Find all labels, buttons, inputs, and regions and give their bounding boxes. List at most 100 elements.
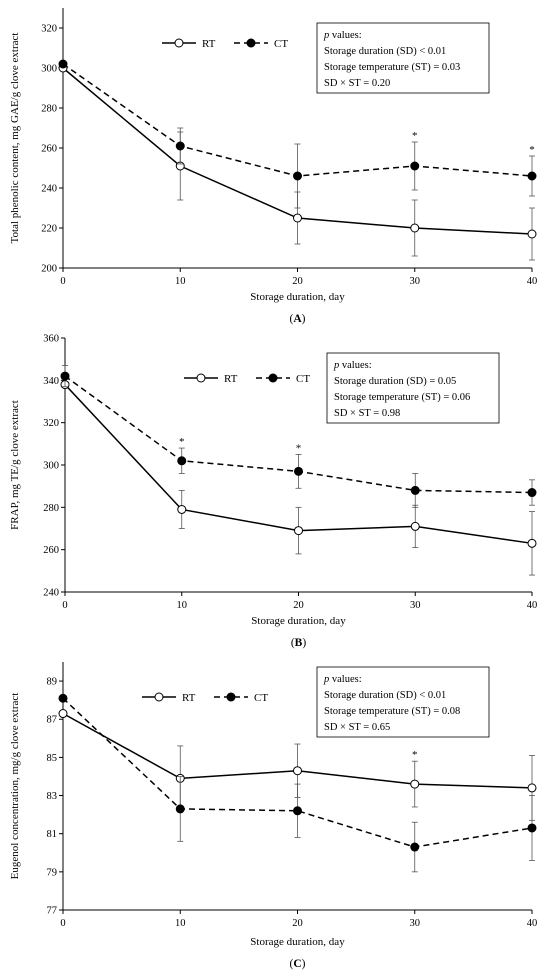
y-tick-label: 79: [47, 867, 58, 878]
data-point-CT: [294, 466, 303, 476]
legend-label-CT: CT: [254, 692, 268, 704]
data-point-RT: [410, 779, 420, 789]
panel-letter: B: [295, 637, 303, 649]
y-tick-label: 320: [41, 24, 57, 35]
data-point-RT: [58, 709, 68, 719]
chart-panel-1: 200 220 240 260 280 300 320 0 10 20 30 40 Storage du…: [9, 8, 537, 325]
x-tick-label: 10: [177, 600, 188, 611]
data-point-CT: [175, 141, 185, 151]
p-values-heading-italic: p: [323, 30, 329, 41]
legend-label-CT: CT: [296, 373, 310, 385]
significance-marker: *: [179, 436, 185, 448]
y-tick-label: 220: [41, 224, 57, 235]
p-values-heading-italic: p: [323, 674, 329, 685]
legend-marker-CT: [268, 373, 278, 383]
series-CT: [58, 693, 537, 873]
legend: RT CT: [184, 373, 310, 385]
p-values-box: p values: Storage duration (SD) < 0.01 Sto…: [316, 666, 490, 738]
legend-marker-RT: [174, 38, 184, 48]
p-values-heading-rest: values:: [329, 674, 361, 685]
y-tick-label: 300: [41, 64, 57, 75]
legend-label-RT: RT: [224, 373, 238, 385]
y-tick-label: 280: [41, 104, 57, 115]
data-point-RT: [410, 521, 420, 531]
x-axis-label: Storage duration, day: [250, 291, 345, 303]
legend-label-RT: RT: [202, 38, 216, 50]
y-tick-label: 260: [41, 144, 57, 155]
data-point-CT: [527, 823, 537, 833]
data-point-RT: [293, 213, 302, 223]
x-tick-label: 0: [62, 600, 67, 611]
y-tick-label: 81: [47, 829, 58, 840]
series-line-CT: [62, 697, 533, 848]
p-values-box: p values: Storage duration (SD) = 0.05 Sto…: [326, 352, 500, 424]
chart-panel-3: 77 79 81 83 85 87 89 0 10 20 30 40 Storage duration,…: [9, 662, 537, 970]
y-axis-label: Total phenolic content, mg GAE/g clove e…: [9, 33, 21, 244]
panel-paren: ): [302, 958, 306, 970]
x-tick-label: 30: [410, 276, 421, 287]
data-point-CT: [410, 842, 420, 852]
y-axis-label: FRAP, mg TE/g clove extract: [9, 400, 21, 530]
legend-marker-CT: [246, 38, 256, 48]
data-point-RT: [177, 504, 187, 514]
panel-letter: C: [293, 958, 301, 970]
data-point-CT: [293, 171, 302, 181]
panel-paren: (: [290, 313, 294, 325]
data-point-CT: [293, 806, 302, 816]
x-tick-label: 40: [527, 276, 538, 287]
panel-label: (C): [290, 958, 306, 970]
y-tick-label: 77: [47, 906, 58, 917]
panel-label: (A): [290, 313, 306, 325]
data-point-CT: [175, 804, 185, 814]
p-values-heading-rest: values:: [329, 30, 361, 41]
legend-label-RT: RT: [182, 692, 196, 704]
x-tick-label: 10: [175, 918, 186, 929]
x-tick-label: 30: [410, 600, 421, 611]
legend-marker-RT: [154, 692, 164, 702]
chart-panel-2: 240 260 280 300 320 340 360 0 10 20 30 40 Storage du…: [9, 334, 537, 650]
x-tick-label: 30: [410, 918, 421, 929]
panel-paren: ): [302, 637, 306, 649]
y-tick-label: 320: [43, 418, 59, 429]
p-value-line: Storage duration (SD) = 0.05: [334, 376, 456, 387]
p-values-heading: p values:: [323, 30, 362, 41]
x-axis-label: Storage duration, day: [251, 615, 346, 627]
data-point-CT: [527, 171, 537, 181]
x-tick-label: 20: [292, 276, 303, 287]
p-values-box-border: [316, 22, 490, 94]
significance-marker: *: [529, 144, 535, 156]
legend-label-CT: CT: [274, 38, 288, 50]
y-tick-label: 200: [41, 264, 57, 275]
legend-marker-CT: [226, 692, 236, 702]
x-tick-label: 20: [292, 918, 303, 929]
significance-marker: *: [412, 749, 418, 761]
data-point-CT: [410, 485, 420, 495]
y-tick-label: 240: [41, 184, 57, 195]
data-point-RT: [410, 223, 420, 233]
panel-letter: A: [293, 313, 302, 325]
y-axis-label: Eugenol concentration, mg/g clove extrac…: [9, 693, 21, 880]
y-tick-label: 83: [47, 791, 58, 802]
y-tick-label: 340: [43, 376, 59, 387]
p-values-box: p values: Storage duration (SD) < 0.01 Sto…: [316, 22, 490, 94]
p-values-heading: p values:: [333, 360, 372, 371]
y-tick-label: 280: [43, 503, 59, 514]
y-tick-label: 87: [47, 715, 58, 726]
p-value-line: Storage duration (SD) < 0.01: [324, 46, 446, 57]
data-point-RT: [293, 766, 302, 776]
data-point-CT: [58, 693, 68, 703]
p-value-line: Storage duration (SD) < 0.01: [324, 690, 446, 701]
x-tick-label: 40: [527, 600, 538, 611]
y-tick-label: 360: [43, 334, 59, 345]
data-point-RT: [527, 783, 537, 793]
p-values-heading-italic: p: [333, 360, 339, 371]
series-CT: [58, 59, 537, 209]
p-values-box-border: [316, 666, 490, 738]
p-value-line: SD × ST = 0.98: [334, 408, 400, 419]
legend-marker-RT: [196, 373, 206, 383]
x-tick-label: 0: [60, 276, 65, 287]
x-tick-label: 20: [293, 600, 304, 611]
legend: RT CT: [142, 692, 268, 704]
data-point-RT: [527, 538, 537, 548]
